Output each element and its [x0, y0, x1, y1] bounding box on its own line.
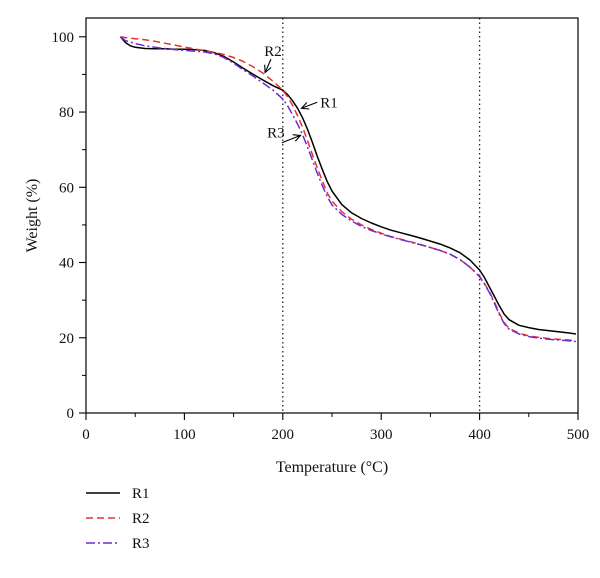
series-line-r1: [119, 36, 577, 335]
legend-label-r1: R1: [132, 486, 150, 502]
annotation-arrow-line: [301, 101, 318, 109]
legend: R1 R2 R3: [86, 486, 150, 552]
x-tick-label: 0: [82, 427, 90, 443]
y-tick-label: 0: [67, 406, 75, 422]
y-tick-label: 20: [59, 331, 74, 347]
series-line-r2: [120, 36, 577, 342]
x-axis-ticks: 0 100 200 300 400 500: [82, 413, 589, 443]
annotation-arrowhead: [292, 134, 302, 142]
annotation-arrowhead: [300, 102, 310, 110]
series-layer: [119, 36, 577, 343]
legend-label-r2: R2: [132, 511, 150, 527]
y-tick-label: 60: [59, 180, 74, 196]
y-tick-label: 80: [59, 105, 74, 121]
axes: [85, 17, 579, 414]
x-axis-label: Temperature (°C): [276, 459, 388, 476]
x-tick-label: 500: [567, 427, 590, 443]
annotation-r3: R3: [267, 126, 285, 142]
annotations: R2 R1 R3: [264, 44, 338, 144]
y-axis-ticks: 0 20 40 60 80 100: [52, 30, 86, 422]
x-tick-label: 400: [468, 427, 491, 443]
annotation-r1: R1: [320, 95, 338, 111]
plot-frame: [85, 17, 579, 414]
legend-label-r3: R3: [132, 536, 150, 552]
annotation-arrow-line: [281, 134, 301, 144]
reference-lines: [282, 18, 481, 413]
x-tick-label: 200: [272, 427, 295, 443]
y-tick-label: 100: [52, 30, 75, 46]
y-axis-label: Weight (%): [24, 179, 41, 253]
annotation-arrow-line: [264, 58, 272, 73]
annotation-r2: R2: [264, 44, 282, 60]
series-line-r3: [119, 36, 577, 343]
annotation-arrowhead: [264, 64, 272, 74]
x-tick-label: 100: [173, 427, 196, 443]
x-tick-label: 300: [370, 427, 393, 443]
y-tick-label: 40: [59, 256, 74, 272]
